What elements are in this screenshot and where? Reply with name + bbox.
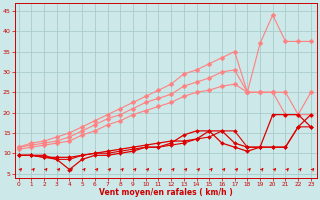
X-axis label: Vent moyen/en rafales ( km/h ): Vent moyen/en rafales ( km/h ) (99, 188, 233, 197)
